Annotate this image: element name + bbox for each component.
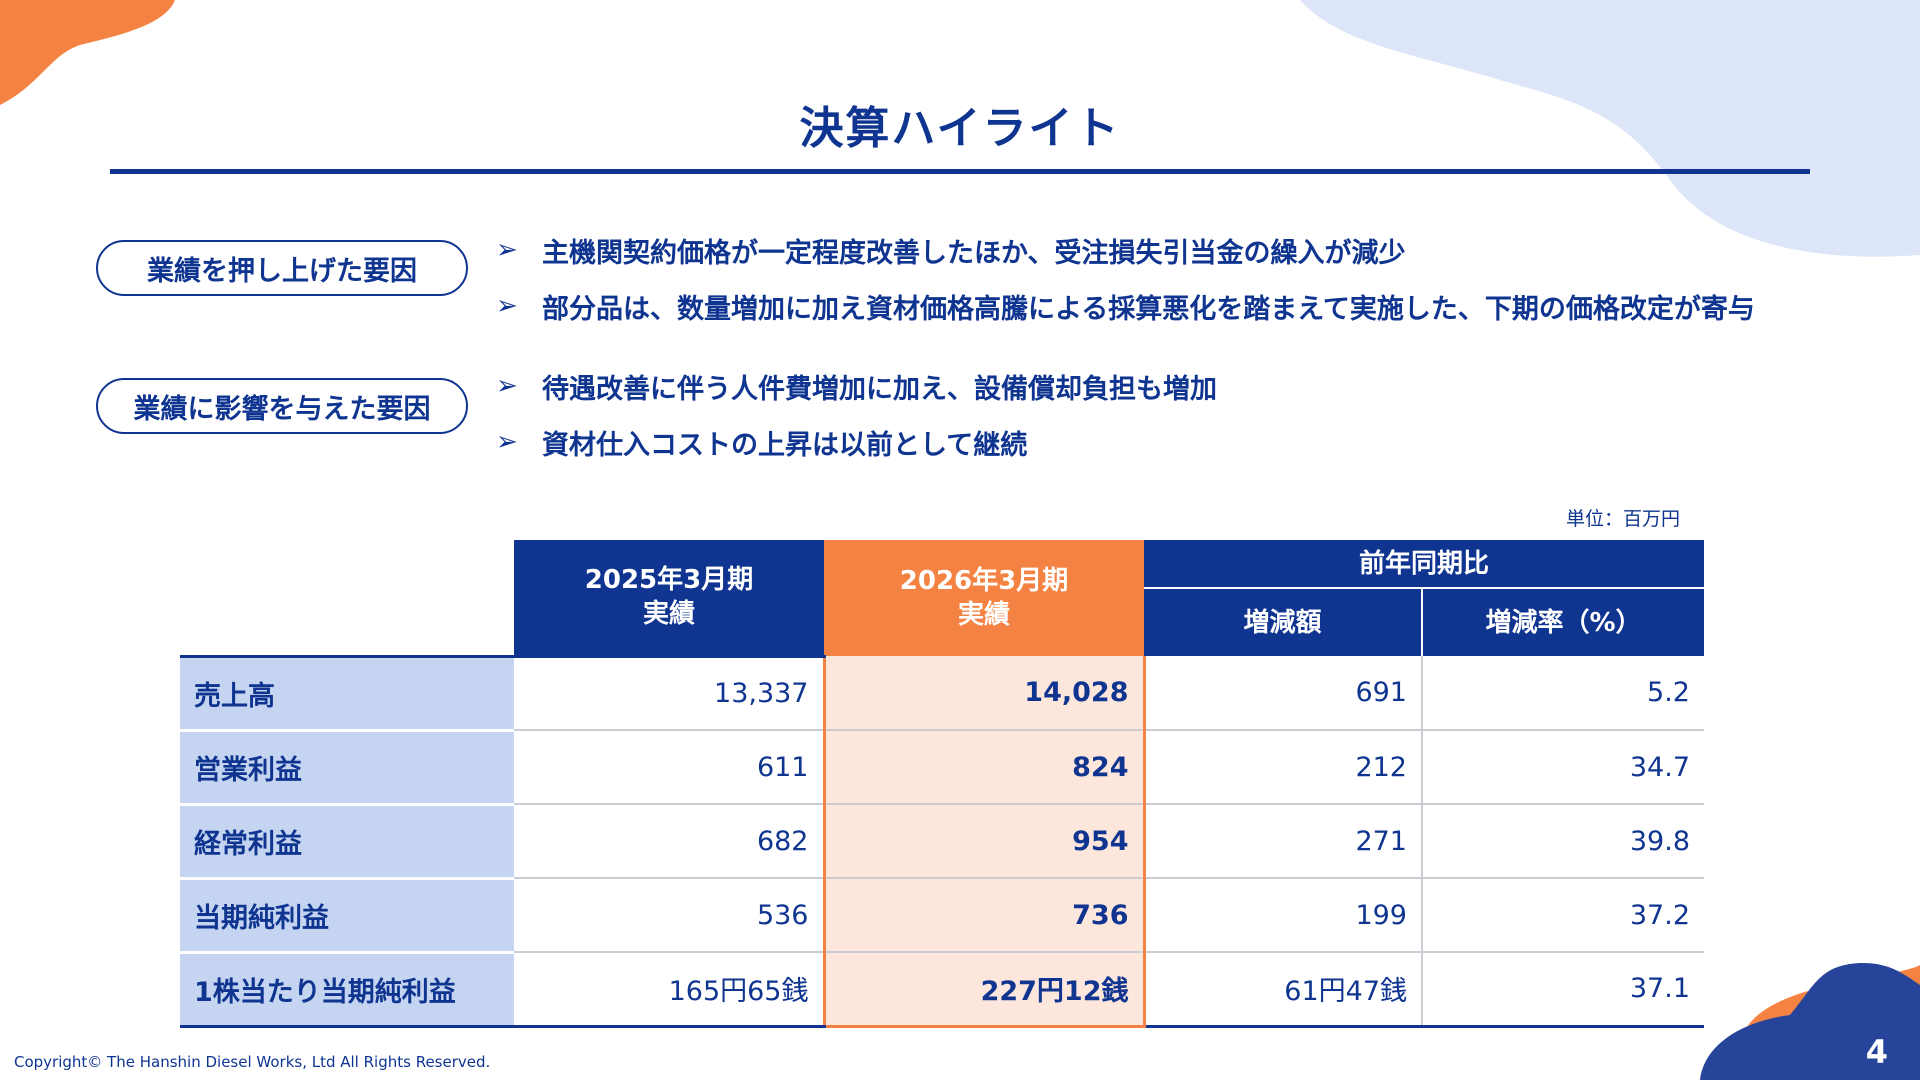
arrow-bullet-icon: ➢ <box>496 291 518 321</box>
header-yoy: 前年同期比 <box>1144 540 1704 589</box>
bullet-list-positive: ➢ 主機関契約価格が一定程度改善したほか、受注損失引当金の繰入が減少 ➢ 部分品… <box>496 222 1755 334</box>
cell-rate: 39.8 <box>1421 804 1704 879</box>
header-prev-year: 2025年3月期 実績 <box>514 540 824 656</box>
arrow-bullet-icon: ➢ <box>496 235 518 265</box>
table-corner <box>180 540 514 656</box>
table-row: 経常利益 682 954 271 39.8 <box>180 802 1704 879</box>
cell-rate: 5.2 <box>1421 656 1704 731</box>
bullet-item: ➢ 待遇改善に伴う人件費増加に加え、設備償却負担も増加 <box>496 358 1217 414</box>
cell-diff: 691 <box>1144 656 1422 731</box>
row-label: 営業利益 <box>180 728 514 804</box>
bullet-text: 部分品は、数量増加に加え資材価格高騰による採算悪化を踏まえて実施した、下期の価格… <box>542 293 1755 325</box>
cell-prev: 682 <box>514 804 824 879</box>
cell-diff: 271 <box>1144 804 1422 879</box>
top-right-blue-blob <box>1300 0 1920 257</box>
cell-curr: 736 <box>822 878 1146 953</box>
header-change-amount: 増減額 <box>1144 588 1422 656</box>
cell-diff: 199 <box>1144 878 1422 953</box>
factor-label-negative: 業績に影響を与えた要因 <box>96 378 468 434</box>
cell-rate: 37.1 <box>1421 952 1704 1028</box>
factor-label-positive: 業績を押し上げた要因 <box>96 240 468 296</box>
financial-results-table: 2025年3月期 実績 2026年3月期 実績 前年同期比 増減額 増減率（%）… <box>180 540 1704 1028</box>
bullet-text: 資材仕入コストの上昇は以前として継続 <box>542 429 1028 461</box>
bullet-text: 待遇改善に伴う人件費増加に加え、設備償却負担も増加 <box>542 373 1217 405</box>
cell-curr: 227円12銭 <box>822 952 1146 1028</box>
cell-rate: 34.7 <box>1421 730 1704 805</box>
table-row: 当期純利益 536 736 199 37.2 <box>180 876 1704 953</box>
page-number: 4 <box>1865 1033 1888 1071</box>
row-label: 経常利益 <box>180 802 514 878</box>
cell-prev: 13,337 <box>514 654 824 731</box>
cell-prev: 165円65銭 <box>514 952 824 1028</box>
cell-curr: 14,028 <box>822 656 1146 731</box>
page-title: 決算ハイライト <box>799 103 1121 154</box>
cell-diff: 212 <box>1144 730 1422 805</box>
table-row: 売上高 13,337 14,028 691 5.2 <box>180 654 1704 731</box>
bottom-right-blue-blob <box>1700 962 1920 1080</box>
bullet-item: ➢ 資材仕入コストの上昇は以前として継続 <box>496 414 1217 470</box>
header-change-rate: 増減率（%） <box>1421 588 1704 656</box>
row-label: 売上高 <box>180 654 514 730</box>
cell-rate: 37.2 <box>1421 878 1704 953</box>
header-current-year: 2026年3月期 実績 <box>824 540 1144 656</box>
cell-curr: 824 <box>822 730 1146 805</box>
cell-diff: 61円47銭 <box>1144 952 1422 1028</box>
cell-prev: 611 <box>514 730 824 805</box>
bullet-item: ➢ 主機関契約価格が一定程度改善したほか、受注損失引当金の繰入が減少 <box>496 222 1755 278</box>
bullet-list-negative: ➢ 待遇改善に伴う人件費増加に加え、設備償却負担も増加 ➢ 資材仕入コストの上昇… <box>496 358 1217 470</box>
row-label: 1株当たり当期純利益 <box>180 950 514 1028</box>
arrow-bullet-icon: ➢ <box>496 371 518 401</box>
title-underline <box>110 169 1810 174</box>
cell-prev: 536 <box>514 878 824 953</box>
top-left-orange-blob <box>0 0 175 105</box>
bullet-text: 主機関契約価格が一定程度改善したほか、受注損失引当金の繰入が減少 <box>542 237 1406 269</box>
cell-curr: 954 <box>822 804 1146 879</box>
table-row: 1株当たり当期純利益 165円65銭 227円12銭 61円47銭 37.1 <box>180 950 1704 1028</box>
row-label: 当期純利益 <box>180 876 514 952</box>
table-row: 営業利益 611 824 212 34.7 <box>180 728 1704 805</box>
arrow-bullet-icon: ➢ <box>496 427 518 457</box>
copyright-notice: Copyright© The Hanshin Diesel Works, Ltd… <box>14 1053 491 1071</box>
bullet-item: ➢ 部分品は、数量増加に加え資材価格高騰による採算悪化を踏まえて実施した、下期の… <box>496 278 1755 334</box>
unit-label: 単位：百万円 <box>1565 508 1680 530</box>
